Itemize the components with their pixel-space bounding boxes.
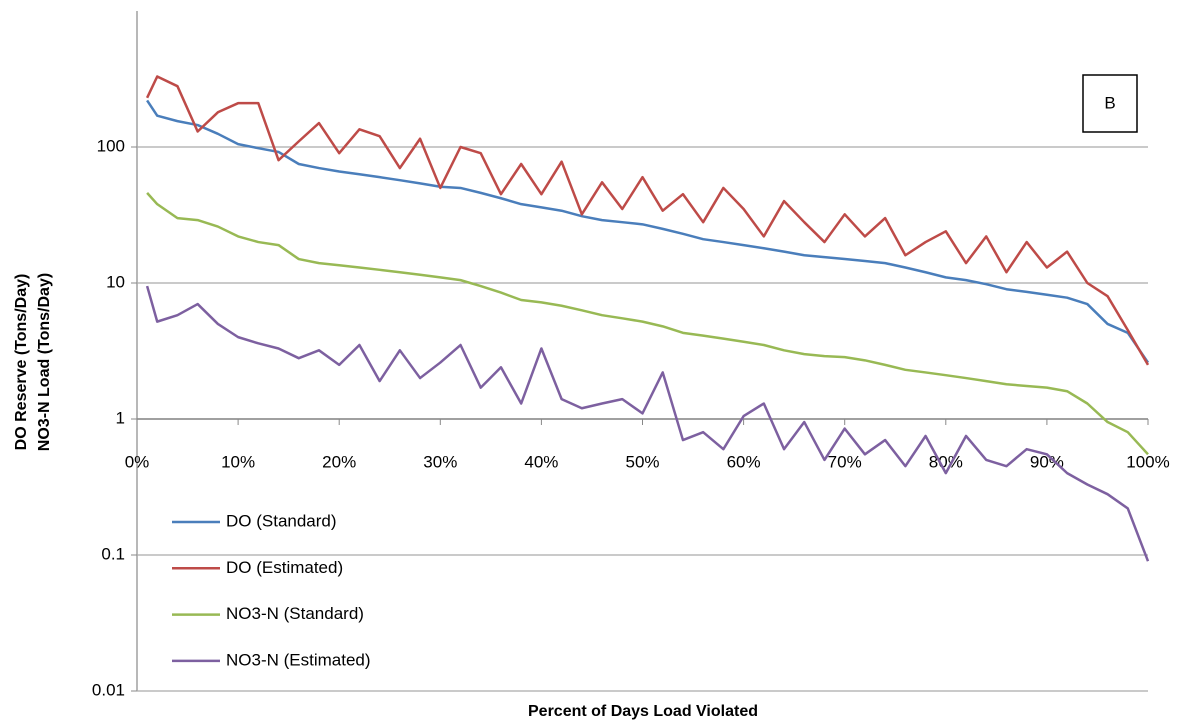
x-tick-label: 10% xyxy=(221,452,255,471)
y-tick-label: 0.1 xyxy=(101,544,125,563)
x-tick-label: 20% xyxy=(322,452,356,471)
x-tick-label: 100% xyxy=(1126,452,1169,471)
x-tick-label: 90% xyxy=(1030,452,1064,471)
legend-label: DO (Standard) xyxy=(226,511,337,530)
x-tick-label: 70% xyxy=(828,452,862,471)
legend-label: NO3-N (Standard) xyxy=(226,604,364,623)
y-tick-label: 10 xyxy=(106,272,125,291)
x-tick-label: 40% xyxy=(524,452,558,471)
series-line xyxy=(145,75,1150,366)
x-axis-title: Percent of Days Load Violated xyxy=(528,703,758,720)
annotation-box xyxy=(1082,74,1138,133)
y-axis-title: DO Reserve (Tons/Day) xyxy=(13,274,30,451)
legend-label: NO3-N (Estimated) xyxy=(226,650,371,669)
y-axis-title: NO3-N Load (Tons/Day) xyxy=(36,273,53,451)
legend-label: DO (Estimated) xyxy=(226,558,343,577)
x-tick-label: 0% xyxy=(125,452,150,471)
x-tick-label: 80% xyxy=(929,452,963,471)
x-tick-label: 30% xyxy=(423,452,457,471)
y-tick-label: 1 xyxy=(116,408,125,427)
series-line xyxy=(145,285,1150,562)
y-tick-label: 100 xyxy=(97,136,125,155)
x-tick-label: 50% xyxy=(625,452,659,471)
y-tick-label: 0.01 xyxy=(92,680,125,699)
annotation: B xyxy=(1104,93,1115,112)
series-line xyxy=(146,192,1149,456)
x-tick-label: 60% xyxy=(727,452,761,471)
series-line xyxy=(146,99,1150,364)
